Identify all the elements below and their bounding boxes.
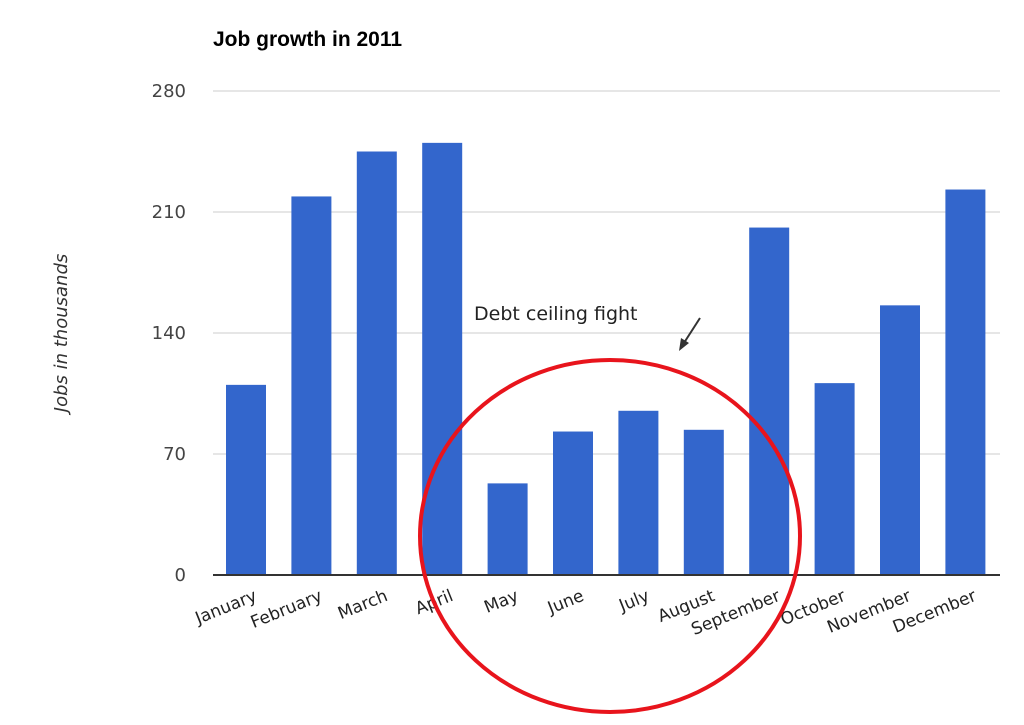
bar-april: [422, 142, 463, 575]
y-tick-label: 140: [152, 323, 186, 344]
y-tick-label: 210: [152, 202, 186, 223]
x-tick-label-may: May: [481, 586, 521, 618]
bar-june: [553, 431, 593, 575]
y-tick-label: 0: [175, 565, 186, 586]
x-tick-label-march: March: [335, 586, 391, 624]
annotation-arrowhead-icon: [679, 338, 689, 351]
y-tick-label: 70: [163, 444, 186, 465]
annotation: Debt ceiling fight: [418, 303, 802, 714]
bars: [226, 142, 986, 576]
bar-may: [487, 483, 528, 575]
x-tick-label-july: July: [616, 586, 653, 616]
y-tick-label: 280: [152, 81, 186, 102]
bar-january: [226, 384, 266, 575]
bar-november: [880, 305, 920, 575]
bar-july: [618, 410, 659, 575]
y-tick-labels: 0 70 140 210 280: [152, 81, 186, 586]
bar-october: [814, 383, 855, 575]
gridlines: [213, 90, 1000, 455]
x-tick-label-june: June: [544, 586, 587, 619]
bar-march: [356, 151, 397, 575]
annotation-label: Debt ceiling fight: [474, 303, 638, 325]
x-tick-label-january: January: [192, 586, 260, 629]
bar-december: [945, 189, 986, 575]
chart-title: Job growth in 2011: [213, 28, 402, 51]
highlight-circle: [418, 358, 802, 714]
bar-february: [291, 196, 332, 575]
y-axis-label: Jobs in thousands: [51, 254, 72, 415]
x-tick-label-february: February: [248, 586, 325, 633]
bar-august: [683, 429, 724, 575]
bar-september: [749, 227, 790, 576]
